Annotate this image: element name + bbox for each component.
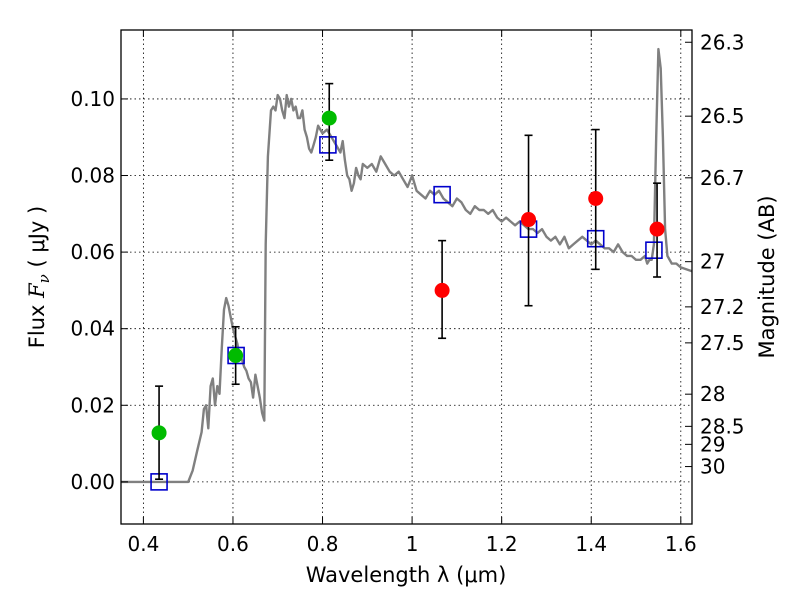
photometry-point (151, 425, 167, 441)
x-tick-label: 0.8 (307, 532, 339, 556)
x-tick-label: 1.6 (665, 532, 697, 556)
right-tick-label: 29 (700, 432, 725, 456)
axis-ticks: 0.4 0.6 0.8 1 1.2 1.4 1.6 0.00 0.02 0.04 0.06 0.08 0… (70, 30, 745, 556)
x-tick-label: 0.6 (217, 532, 249, 556)
photometry-point (321, 110, 337, 126)
model-band-square (433, 185, 451, 204)
right-tick-label: 30 (700, 455, 725, 479)
model-band-square (645, 241, 663, 259)
plot-background (121, 30, 692, 524)
y-tick-label: 0.08 (70, 164, 115, 188)
x-tick-label: 1.2 (486, 532, 518, 556)
right-tick-label: 27.5 (700, 331, 745, 355)
right-tick-label: 26.3 (700, 30, 745, 54)
x-axis-label: Wavelength λ (μm) (306, 563, 507, 587)
y-axis-label: Flux Fν ( μJy ) (25, 206, 53, 348)
plot-frame (120, 29, 693, 525)
right-tick-label: 26.5 (700, 104, 745, 128)
y-tick-label: 0.02 (70, 393, 115, 417)
x-tick-label: 1.4 (575, 532, 607, 556)
y-tick-label: 0.06 (70, 240, 115, 264)
plot-area (121, 47, 692, 491)
photometry-point (228, 348, 244, 364)
photometry-point (434, 282, 450, 298)
right-tick-label: 27.2 (700, 295, 745, 319)
x-tick-label: 1 (406, 532, 419, 556)
photometry-point (521, 212, 537, 228)
model-band-square (319, 136, 337, 154)
y-tick-label: 0.00 (70, 470, 115, 494)
model-spectrum-line (121, 47, 692, 484)
y-tick-label: 0.10 (70, 87, 115, 111)
right-axis-label: Magnitude (AB) (755, 195, 779, 358)
photometry-point (649, 221, 665, 237)
right-tick-label: 26.7 (700, 166, 745, 190)
right-tick-label: 27 (700, 250, 725, 274)
right-tick-label: 28 (700, 382, 725, 406)
right-tick-label: 28.5 (700, 414, 745, 438)
x-tick-label: 0.4 (127, 532, 159, 556)
photometry-point (588, 190, 604, 206)
y-tick-label: 0.04 (70, 317, 115, 341)
grid (121, 30, 692, 524)
